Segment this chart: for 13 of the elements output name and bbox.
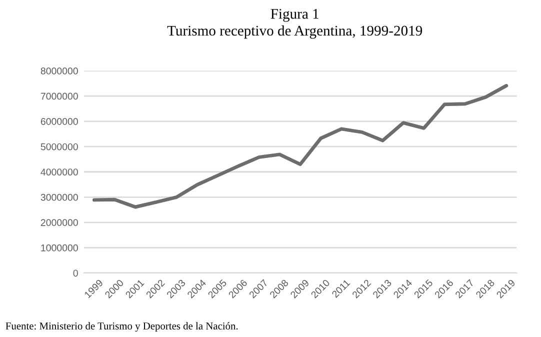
y-tick-label: 2000000	[40, 219, 78, 226]
y-tick-label: 0	[73, 270, 78, 277]
chart-title: Figura 1	[270, 8, 318, 22]
y-tick-label: 7000000	[40, 92, 78, 100]
line-series	[92, 84, 508, 209]
y-tick-label: 1000000	[41, 244, 78, 252]
y-tick-label: 8000000	[40, 68, 78, 74]
y-tick-label: 3000000	[40, 194, 78, 201]
y-tick-label: 5000000	[40, 143, 78, 150]
chart-subtitle: Turismo receptivo de Argentina, 1999-2019	[167, 25, 422, 39]
y-tick-label: 4000000	[40, 168, 78, 176]
y-tick-label: 6000000	[40, 118, 78, 125]
source-note: Fuente: Ministerio de Turismo y Deportes de la Nación.	[6, 322, 238, 332]
